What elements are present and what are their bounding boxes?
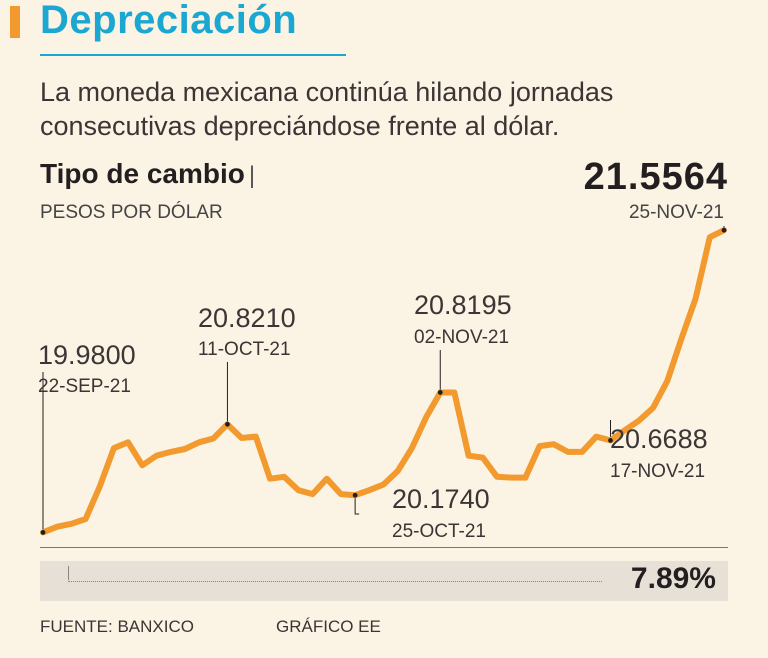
data-point: [340, 493, 342, 495]
data-point: [241, 437, 243, 439]
data-point: [269, 478, 271, 480]
annotation-value: 20.8210: [198, 303, 296, 333]
data-point: [595, 436, 597, 438]
data-point: [255, 436, 257, 438]
data-point: [368, 489, 370, 491]
data-point: [680, 338, 682, 340]
annotation-date: 22-SEP-21: [38, 376, 131, 397]
data-point: [297, 489, 299, 491]
data-points: [42, 229, 725, 533]
data-point: [326, 478, 328, 480]
source-credit: FUENTE: BANXICO: [40, 617, 194, 636]
data-point: [312, 493, 314, 495]
data-point: [156, 455, 157, 457]
data-point: [581, 451, 583, 453]
data-point: [496, 476, 498, 478]
data-point: [666, 380, 668, 382]
annotation-labels: 19.9800 22-SEP-21 20.8210 11-OCT-21 20.1740 2…: [38, 227, 727, 542]
latest-value: 21.5564: [583, 156, 728, 198]
chart-unit-label: PESOS POR DÓLAR: [40, 202, 223, 223]
data-point: [695, 298, 697, 300]
data-point: [567, 451, 569, 453]
graphic-credit: GRÁFICO EE: [276, 617, 381, 636]
series-line-tipo-de-cambio: [40, 227, 727, 536]
data-point: [453, 391, 455, 393]
annotation-value: 19.9800: [38, 340, 136, 370]
header-accent-bar: [10, 6, 20, 38]
data-point: [99, 485, 101, 487]
page-subtitle: La moneda mexicana continúa hilando jorn…: [40, 77, 614, 141]
chart-title-separator: |: [248, 162, 256, 189]
annotation-leader: [354, 495, 360, 515]
data-point: [468, 455, 470, 457]
data-point: [113, 447, 115, 449]
chart-title: Tipo de cambio |: [40, 158, 255, 190]
annotation-marker: [225, 421, 230, 427]
annotation-date: 02-NOV-21: [414, 327, 509, 348]
data-point: [482, 457, 484, 459]
data-point: [709, 236, 711, 238]
chart-title-text: Tipo de cambio: [40, 158, 245, 189]
annotation-date: 11-OCT-21: [198, 339, 291, 360]
annotation-value: 20.8195: [414, 290, 512, 320]
chart-baseline: [40, 547, 728, 548]
annotation-value: 20.1740: [392, 484, 490, 514]
data-point: [411, 447, 413, 449]
data-point: [539, 445, 541, 447]
data-point: [283, 476, 285, 478]
data-point: [624, 429, 626, 431]
annotation-marker: [608, 437, 613, 443]
change-percent: 7.89%: [630, 562, 716, 595]
annotation-marker: [40, 530, 46, 535]
annotation-marker: [437, 390, 443, 395]
data-point: [184, 448, 186, 450]
annotation-marker: [352, 492, 358, 498]
annotation-date: 25-OCT-21: [392, 521, 486, 542]
latest-date: 25-NOV-21: [628, 202, 724, 223]
annotation-value: 20.6688: [610, 424, 708, 454]
data-point: [652, 407, 654, 409]
data-point: [425, 416, 427, 418]
data-point: [141, 464, 143, 466]
data-point: [553, 443, 555, 445]
change-start-tick: [68, 566, 69, 580]
annotation-date: 17-NOV-21: [610, 461, 705, 482]
data-point: [85, 518, 87, 520]
data-point: [127, 441, 129, 443]
data-point: [383, 483, 384, 485]
title-underline: [40, 54, 346, 56]
annotation-marker: [721, 227, 727, 233]
data-point: [510, 477, 512, 479]
data-point: [397, 470, 399, 472]
page-title: Depreciación: [40, 0, 298, 42]
data-point: [56, 526, 58, 528]
data-point: [170, 451, 172, 453]
data-point: [524, 477, 526, 479]
data-point: [198, 441, 200, 443]
data-point: [638, 420, 640, 422]
data-point: [70, 523, 72, 525]
data-point: [212, 437, 214, 439]
change-dotted-line: [68, 581, 602, 582]
